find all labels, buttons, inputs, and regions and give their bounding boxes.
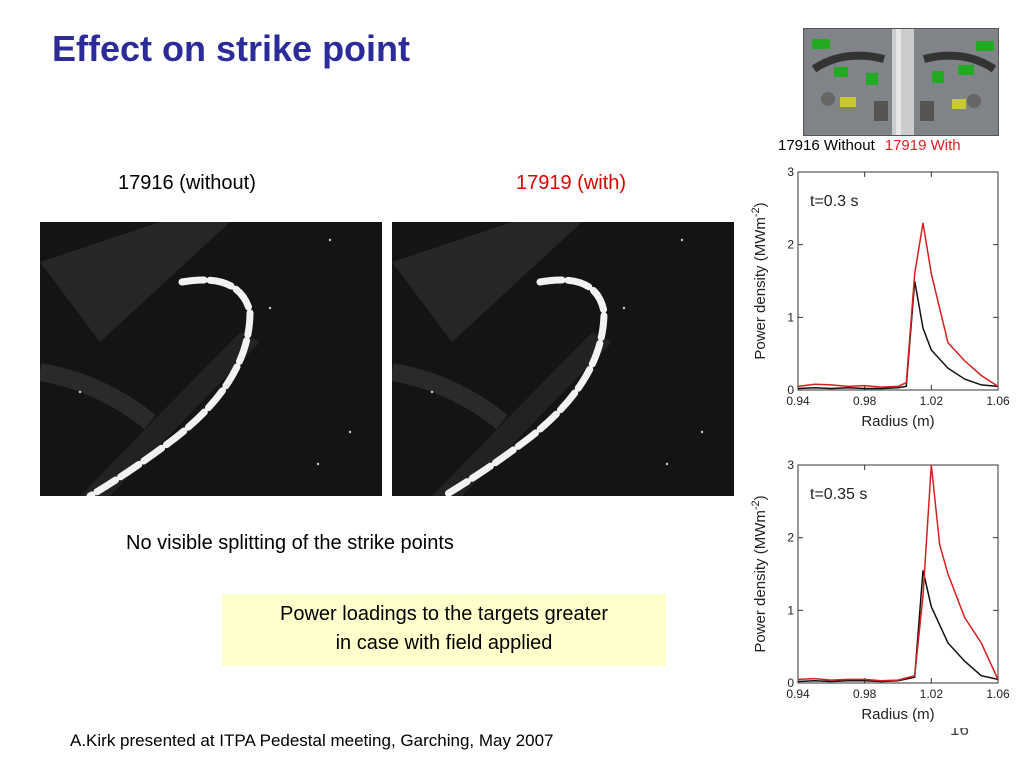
time-annotation: t=0.35 s — [810, 486, 867, 503]
power-density-chart-t035: 0.94 0.98 1.02 1.06 0 1 2 3 Radius (m) Power dens… — [750, 458, 1010, 723]
x-tick-label: 0.98 — [853, 394, 877, 408]
camera-image-with — [392, 222, 734, 496]
x-tick-label: 1.02 — [920, 687, 944, 701]
conclusion-line-1: Power loadings to the targets greater — [280, 603, 608, 625]
observation-note: No visible splitting of the strike point… — [126, 532, 454, 554]
series-line — [797, 570, 999, 683]
conclusion-line-2: in case with field applied — [335, 632, 553, 654]
series-line — [797, 280, 999, 390]
footer-citation: A.Kirk presented at ITPA Pedestal meetin… — [70, 731, 554, 750]
y-axis-label: Power density (MWm-2) — [750, 202, 769, 359]
y-tick-label: 1 — [787, 603, 794, 617]
plot-frame — [797, 171, 999, 391]
y-axis-label: Power density (MWm-2) — [750, 495, 769, 652]
caption-with: 17919 (with) — [516, 172, 627, 194]
legend-with: 17919 With — [884, 137, 961, 154]
x-tick-label: 0.94 — [786, 687, 810, 701]
x-tick-label: 1.06 — [986, 394, 1010, 408]
x-axis-label: Radius (m) — [861, 413, 934, 430]
x-tick-label: 0.98 — [853, 687, 877, 701]
conclusion-box: Power loadings to the targets greater in… — [222, 594, 666, 666]
plot-frame — [797, 464, 999, 684]
x-tick-label: 0.94 — [786, 394, 810, 408]
y-tick-label: 0 — [787, 383, 794, 397]
series-line — [797, 464, 999, 682]
y-tick-label: 3 — [787, 458, 794, 472]
chart-legend: 17916 Without 17919 With — [778, 137, 961, 154]
x-axis-label: Radius (m) — [861, 706, 934, 723]
y-tick-label: 0 — [787, 676, 794, 690]
y-tick-label: 3 — [787, 165, 794, 179]
y-tick-label: 1 — [787, 310, 794, 324]
series-line — [797, 222, 999, 388]
power-density-chart-t03: 0.94 0.98 1.02 1.06 0 1 2 3 Radius (m) Power dens… — [750, 165, 1010, 430]
page-number: 16 — [950, 728, 969, 739]
y-tick-label: 2 — [787, 238, 794, 252]
legend-without: 17916 Without — [778, 137, 875, 154]
tokamak-coils-image — [803, 28, 999, 136]
x-tick-label: 1.02 — [920, 394, 944, 408]
x-tick-label: 1.06 — [986, 687, 1010, 701]
caption-without: 17916 (without) — [118, 172, 256, 194]
camera-image-without — [40, 222, 382, 496]
time-annotation: t=0.3 s — [810, 193, 858, 210]
slide-title: Effect on strike point — [52, 28, 411, 69]
y-tick-label: 2 — [787, 531, 794, 545]
